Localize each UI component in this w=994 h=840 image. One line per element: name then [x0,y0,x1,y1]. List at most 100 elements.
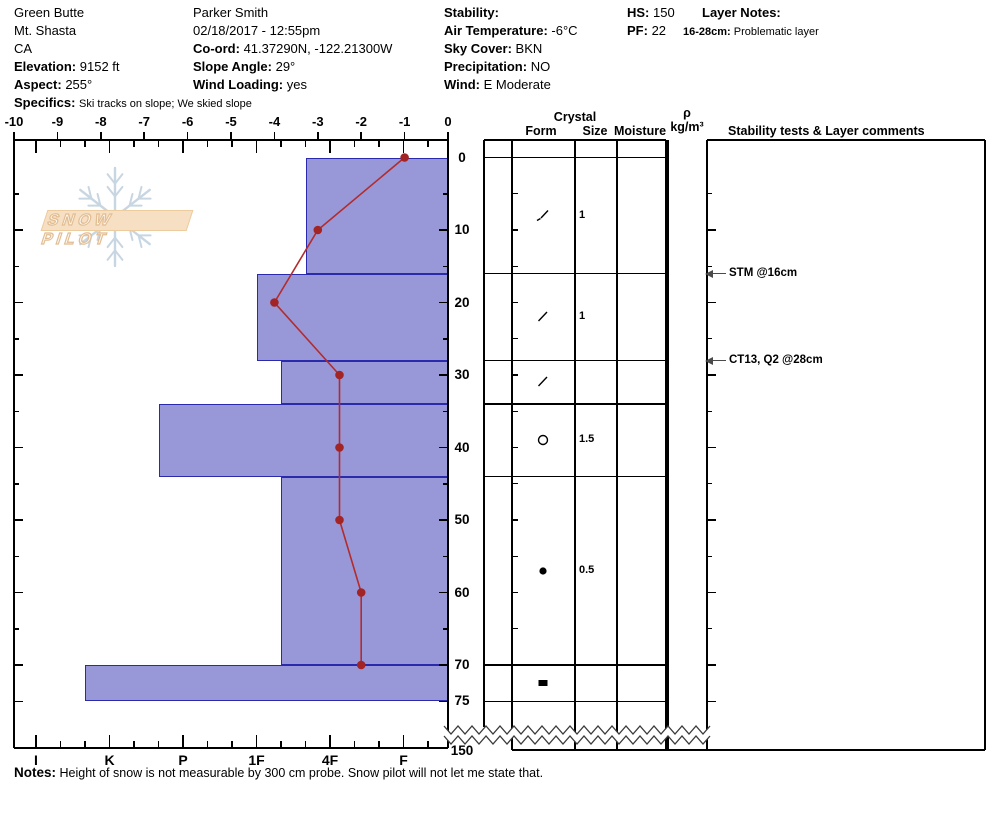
grain-form-symbol [535,563,551,579]
depth-tick [512,446,518,449]
stability-test-label: CT13, Q2 @28cm [729,353,823,366]
depth-tick [443,555,448,557]
depth-tick [439,591,448,594]
precip-row: Precipitation: NO [444,58,578,76]
temp-axis-tick [186,132,189,140]
stability-label: Stability: [444,5,499,20]
snow-surface-rule [484,156,666,159]
temp-axis-tick [403,132,406,140]
col-header-form: Form [525,124,557,138]
hs-value: 150 [653,5,675,20]
header-location-block: Green Butte Mt. Shasta CA Elevation: 915… [14,4,252,113]
precip-label: Precipitation: [444,59,528,74]
depth-tick [707,555,712,557]
table-left-rule [483,140,485,727]
wind-label: Wind: [444,77,480,92]
hardness-tick-minor [231,140,233,147]
grain-size-value: 1 [579,208,586,221]
hardness-tick [35,140,37,153]
depth-tick [512,301,518,304]
header-hs-pf-block: HS: 150 PF: 22 [627,4,675,40]
header-conditions-block: Stability: Air Temperature: -6°C Sky Cov… [444,4,578,94]
wind-row: Wind: E Moderate [444,76,578,94]
hs-row: HS: 150 [627,4,675,22]
temp-axis-label: -5 [225,114,237,129]
hardness-tick [108,735,111,748]
layer-notes-label: Layer Notes: [702,5,781,20]
depth-tick [14,555,19,557]
depth-tick [443,410,448,412]
snow-layer-bar [256,273,448,361]
depth-tick [707,664,716,666]
hardness-tick [108,140,111,153]
hardness-tick [182,735,184,748]
grain-form-symbol [535,208,551,224]
aspect-value: 255° [65,77,93,92]
depth-tick [439,664,448,666]
temp-axis-tick [360,132,362,140]
depth-tick [512,265,518,267]
depth-tick [439,700,448,702]
layer-boundary-rule [484,664,666,666]
depth-axis-break-label: 150 [450,743,474,758]
grain-form-symbol [535,432,551,448]
temp-axis-label: -10 [4,114,24,129]
slope-angle-label: Slope Angle: [193,59,272,74]
depth-tick [707,591,716,594]
depth-tick [512,519,518,521]
grain-form-symbol [535,309,551,325]
depth-axis-label: 60 [454,584,470,600]
elevation-label: Elevation: [14,59,77,74]
depth-tick [14,229,23,231]
hardness-tick-minor [133,140,135,147]
snow-layer-bar [85,665,448,702]
hardness-tick-minor [304,140,307,147]
hardness-tick [35,735,37,748]
density-column-rule [706,140,708,750]
col-header-size: Size [582,124,608,138]
depth-tick [707,410,712,412]
temp-axis-tick [447,132,449,140]
hardness-tick-minor [304,741,307,748]
snow-layer-bar [305,157,448,274]
depth-tick [14,193,19,195]
layer-boundary-rule [484,272,666,275]
layer-note-text: Problematic layer [733,26,819,38]
hardness-tick-minor [427,140,429,147]
notes-footer: Notes: Height of snow is not measurable … [14,765,543,780]
col-header-density-symbol: ρ [683,106,691,120]
table-column-rule [511,140,513,750]
hardness-tick-minor [206,741,209,748]
depth-tick [707,374,716,376]
depth-tick [707,628,712,630]
test-arrow-head [705,356,713,365]
hardness-axis-label: I [34,752,38,768]
temp-axis-label: -1 [398,114,411,129]
layer-boundary-rule [484,359,666,362]
grain-form-symbol [535,374,551,390]
depth-tick [14,628,19,630]
col-header-density-unit: kg/m³ [670,120,704,134]
depth-tick [512,229,518,231]
hardness-tick-minor [84,140,86,147]
notes-label: Notes: [14,765,57,780]
table-bottom-rule [512,749,985,751]
depth-tick [707,700,716,702]
depth-tick [439,519,448,521]
col-header-crystal: Crystal [553,110,597,124]
hardness-tick [255,735,258,748]
temp-axis-tick [56,132,59,140]
hardness-tick-minor [353,741,356,748]
coord-row: Co-ord: 41.37290N, -122.21300W [193,40,392,58]
test-arrow-head [705,269,713,278]
temp-axis-tick [273,132,276,140]
depth-tick [14,265,19,267]
depth-tick [707,193,712,195]
temp-axis-label: -7 [138,114,150,129]
depth-axis-label: 0 [458,149,466,165]
depth-tick [14,700,23,702]
location-name: Green Butte [14,5,85,20]
plot-bottom-border [14,747,448,749]
